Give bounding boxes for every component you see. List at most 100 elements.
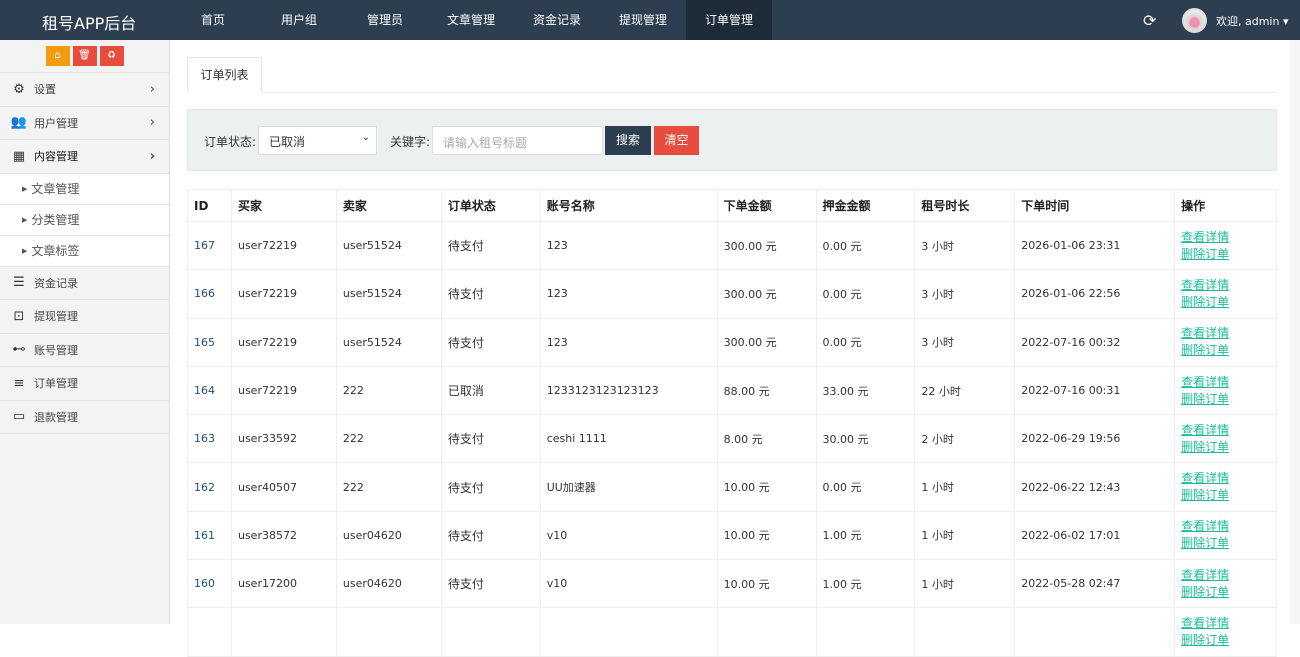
delete-order-link[interactable]: 删除订单 (1181, 343, 1230, 358)
delete-order-link[interactable]: 删除订单 (1181, 633, 1230, 648)
view-detail-link[interactable]: 查看详情 (1181, 326, 1230, 341)
table-cell: 30.00 元 (815, 414, 916, 464)
sidebar-subitem-label: 分类管理 (31, 213, 80, 227)
table-cell (335, 607, 442, 657)
view-detail-link[interactable]: 查看详情 (1181, 422, 1230, 437)
sidebar-item[interactable]: ⚙ 设置 › (0, 73, 169, 107)
view-detail-link[interactable]: 查看详情 (1181, 277, 1230, 292)
table-cell: 待支付 (440, 559, 541, 609)
nav-item[interactable]: 用户组 (280, 13, 317, 27)
recycle-icon[interactable]: ♻ (99, 46, 124, 66)
table-cell: v10 (539, 559, 718, 609)
monitor-icon: ▭ (12, 409, 26, 425)
table-cell: 0.00 元 (815, 269, 916, 319)
table-row: 166 user72219 user51524 待支付 123 300.00 元 0.00 … (187, 269, 1277, 319)
table-cell: user04620 (335, 559, 442, 609)
sidebar-item-label: 提现管理 (34, 310, 78, 324)
delete-order-link[interactable]: 删除订单 (1181, 391, 1230, 406)
keyword-input[interactable]: 请输入租号标题 (432, 126, 603, 155)
sidebar-item-label: 设置 (34, 83, 56, 97)
view-detail-link[interactable]: 查看详情 (1181, 471, 1230, 486)
nav-item[interactable]: 订单管理 (686, 0, 772, 40)
delete-order-link[interactable]: 删除订单 (1181, 439, 1230, 454)
table-cell: 0.00 元 (815, 462, 916, 512)
nav-item[interactable]: 文章管理 (446, 13, 495, 27)
status-label: 订单状态: (204, 135, 257, 149)
sidebar-item-label: 资金记录 (34, 276, 78, 290)
scrollbar[interactable] (1290, 40, 1300, 624)
quick-buttons: ⌂ 🗑 ♻ (0, 40, 169, 73)
delete-order-link[interactable]: 删除订单 (1181, 294, 1230, 309)
chevron-right-icon: › (149, 115, 155, 131)
actions-cell: 查看详情 删除订单 (1174, 317, 1277, 367)
clear-button[interactable]: 清空 (654, 126, 699, 155)
delete-order-link[interactable]: 删除订单 (1181, 488, 1230, 503)
user-menu[interactable]: 欢迎, admin ▾ (1216, 15, 1289, 28)
table-cell: user33592 (230, 414, 337, 464)
chevron-right-icon: › (149, 81, 155, 97)
avatar[interactable] (1182, 8, 1207, 33)
sidebar-item[interactable]: ⊷ 账号管理 (0, 334, 169, 367)
sidebar-item[interactable]: 👥 用户管理 › (0, 107, 169, 140)
sidebar-item[interactable]: ≡ 订单管理 (0, 367, 169, 401)
view-detail-link[interactable]: 查看详情 (1181, 374, 1230, 389)
table-cell: 167 (187, 220, 232, 271)
table-cell: user51524 (335, 269, 442, 319)
nav-item[interactable]: 管理员 (366, 13, 403, 27)
sidebar-item[interactable]: ⊡ 提现管理 (0, 300, 169, 334)
view-detail-link[interactable]: 查看详情 (1181, 229, 1230, 244)
table-cell: 300.00 元 (716, 220, 817, 271)
table-cell (539, 607, 718, 657)
caret-right-icon: ▶ (22, 246, 28, 255)
status-select[interactable]: 已取消 ⌄ (258, 126, 377, 155)
tab-divider (262, 92, 1277, 93)
gears-icon: ⚙ (13, 81, 25, 97)
column-header: 账号名称 (539, 189, 718, 222)
nav-item[interactable]: 资金记录 (532, 13, 581, 27)
nav-item[interactable]: 提现管理 (618, 13, 667, 27)
table-cell: user51524 (335, 220, 442, 271)
sidebar-item[interactable]: ▦ 内容管理 › (0, 140, 169, 174)
view-detail-link[interactable]: 查看详情 (1181, 567, 1230, 582)
delete-order-link[interactable]: 删除订单 (1181, 246, 1230, 261)
table-cell: 已取消 (440, 365, 541, 416)
column-header: 订单状态 (440, 189, 541, 222)
nav-item[interactable]: 首页 (200, 13, 225, 27)
table-cell: 300.00 元 (716, 269, 817, 319)
tab-order-list[interactable]: 订单列表 (187, 57, 262, 93)
sidebar-subitem[interactable]: ▶ 分类管理 (0, 204, 169, 236)
table-cell: 3 小时 (914, 220, 1016, 271)
table-cell: 2026-01-06 22:56 (1014, 269, 1176, 319)
table-cell (187, 607, 232, 657)
table-cell: user38572 (230, 510, 337, 561)
view-detail-link[interactable]: 查看详情 (1181, 519, 1230, 534)
table-cell: user72219 (230, 317, 337, 367)
sidebar: ⌂ 🗑 ♻ ⚙ 设置 › 👥 用户管理 › ▦ 内容管理 › ▶ 文章管理 ▶ 分类管理 ▶ 文章标签 ☰ 资金记录… (0, 40, 170, 624)
search-button[interactable]: 搜索 (605, 126, 651, 155)
table-cell: 123 (539, 269, 718, 319)
chevron-down-icon: ⌄ (361, 132, 370, 143)
table-cell: user04620 (335, 510, 442, 561)
users-icon: 👥 (10, 115, 28, 131)
sidebar-item[interactable]: ☰ 资金记录 (0, 267, 169, 300)
sidebar-subitem[interactable]: ▶ 文章管理 (0, 173, 169, 205)
actions-cell: 查看详情 删除订单 (1174, 462, 1277, 512)
trash-icon[interactable]: 🗑 (72, 46, 97, 66)
delete-order-link[interactable]: 删除订单 (1181, 536, 1230, 551)
table-row: 165 user72219 user51524 待支付 123 300.00 元 0.00 … (187, 317, 1277, 367)
table-cell: user72219 (230, 365, 337, 416)
table-cell: 3 小时 (914, 317, 1016, 367)
refresh-icon[interactable]: ⟳ (1143, 11, 1157, 30)
home-icon[interactable]: ⌂ (45, 46, 70, 66)
table-row: 163 user33592 222 待支付 ceshi 1111 8.00 元 30.00 … (187, 414, 1277, 464)
delete-order-link[interactable]: 删除订单 (1181, 584, 1230, 599)
sidebar-subitem[interactable]: ▶ 文章标签 (0, 235, 169, 267)
actions-cell: 查看详情 删除订单 (1174, 607, 1277, 657)
column-header: 押金金额 (815, 189, 916, 222)
table-cell: 88.00 元 (716, 365, 817, 416)
table-cell: 待支付 (440, 317, 541, 367)
table-cell (716, 607, 817, 657)
sidebar-item-label: 退款管理 (34, 410, 78, 424)
column-header: 租号时长 (914, 189, 1016, 222)
sidebar-item[interactable]: ▭ 退款管理 (0, 401, 169, 434)
